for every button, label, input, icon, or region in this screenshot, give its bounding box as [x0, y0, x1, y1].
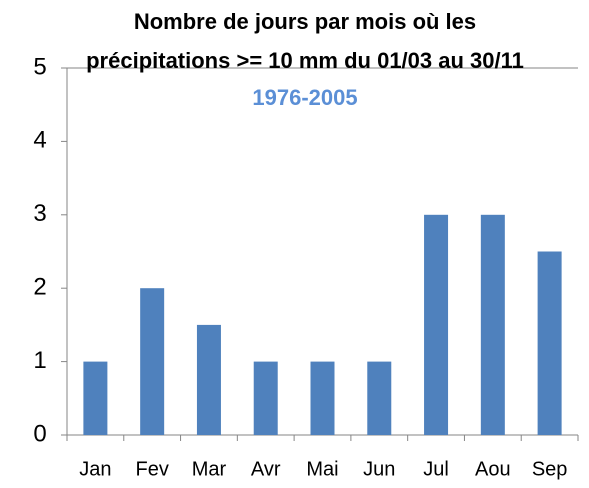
- y-tick-label: 3: [33, 200, 46, 227]
- y-tick-label: 0: [33, 420, 46, 447]
- y-tick-label: 4: [33, 127, 46, 154]
- x-tick-label: Jun: [363, 458, 395, 480]
- bar: [83, 361, 108, 435]
- bar: [253, 361, 278, 435]
- bar: [367, 361, 392, 435]
- x-tick-label: Mar: [192, 458, 227, 480]
- x-tick-label: Fev: [135, 458, 168, 480]
- y-tick-label: 5: [33, 53, 46, 80]
- chart-title: Nombre de jours par mois où les précipit…: [86, 9, 524, 73]
- bar: [480, 214, 505, 435]
- bar: [310, 361, 335, 435]
- y-tick-label: 1: [33, 347, 46, 374]
- x-tick-label: Avr: [251, 458, 281, 480]
- bar: [537, 251, 562, 435]
- y-tick-label: 2: [33, 274, 46, 301]
- x-tick-label: Jan: [79, 458, 111, 480]
- bar: [196, 324, 221, 435]
- bar: [424, 214, 449, 435]
- x-tick-label: Aou: [475, 458, 511, 480]
- bar: [140, 288, 165, 435]
- chart-subtitle: 1976-2005: [252, 85, 358, 110]
- titles: Nombre de jours par mois où les précipit…: [70, 2, 540, 116]
- x-tick-label: Jul: [423, 458, 449, 480]
- x-tick-label: Sep: [532, 458, 568, 480]
- x-tick-label: Mai: [306, 458, 338, 480]
